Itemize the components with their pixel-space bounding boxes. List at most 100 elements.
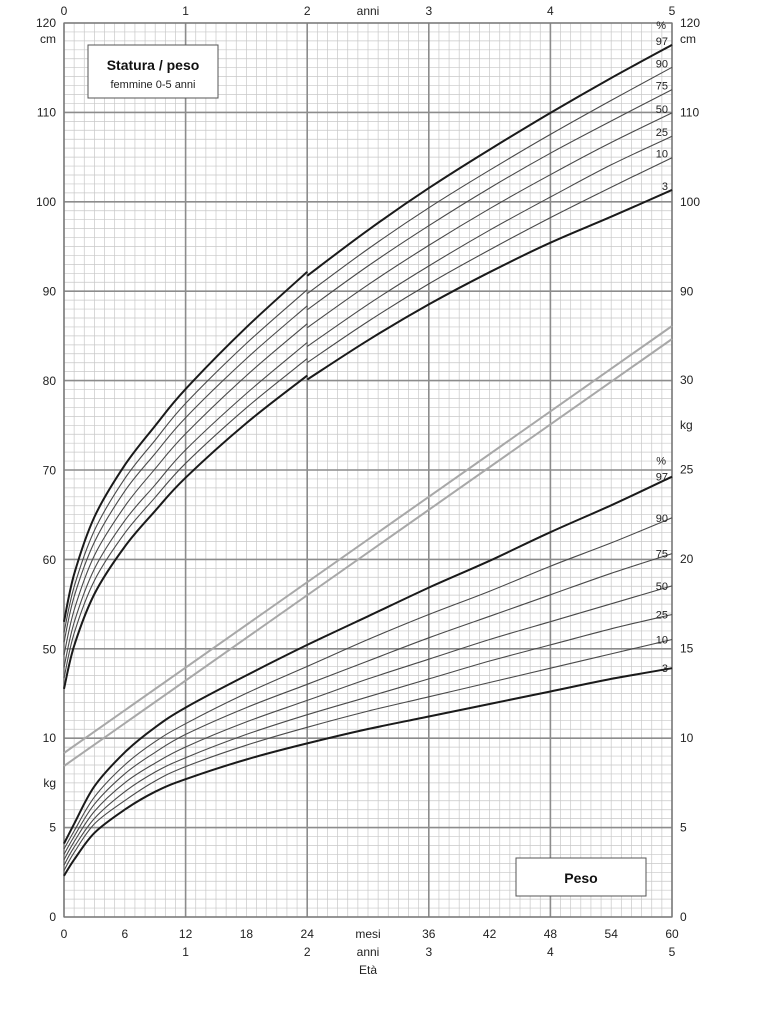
weight-curve-label-3: 3 [662, 663, 668, 675]
height-tick-left: 50 [43, 643, 57, 657]
weight-curve-p10 [63, 638, 673, 871]
month-tick: 0 [61, 927, 68, 941]
weight-curve-p3 [63, 667, 673, 877]
height-percentile-curves: 97 90 75 50 25 10 3 [63, 36, 673, 690]
height-curve-label-25: 25 [656, 127, 668, 139]
height-tick-left: 110 [37, 106, 56, 120]
height-curve-p75-a [63, 305, 308, 643]
height-tick-right: 110 [680, 106, 699, 120]
height-curve-label-50: 50 [656, 104, 668, 116]
height-unit-left: cm [40, 32, 56, 46]
month-tick: 24 [301, 927, 315, 941]
x-axis-label: Età [359, 963, 377, 977]
height-curve-p25-b [306, 135, 673, 347]
height-tick-right: 120 [680, 16, 700, 30]
month-tick: 60 [665, 927, 679, 941]
weight-tick-left: 0 [49, 910, 56, 924]
height-unit-right: cm [680, 32, 696, 46]
weight-curve-label-90: 90 [656, 513, 668, 525]
height-tick-left: 90 [43, 285, 57, 299]
axis-labels: %%0 1 2 3 4 5anni1201101009080706050cm1201101… [36, 4, 700, 977]
height-curve-p90-b [306, 66, 673, 295]
weight-curve-label-97: 97 [656, 472, 668, 484]
weight-curve-label-50: 50 [656, 581, 668, 593]
height-tick-left: 120 [36, 16, 56, 30]
weight-unit-left: kg [43, 776, 56, 790]
year-tick: 2 [304, 945, 311, 959]
month-tick: 36 [422, 927, 436, 941]
height-curve-p50-b [306, 112, 673, 329]
height-curve-label-10: 10 [656, 149, 668, 161]
months-label: mesi [355, 927, 380, 941]
height-curve-p25-a [63, 342, 308, 668]
height-curve-p3-b [306, 188, 673, 381]
height-tick-left: 80 [43, 374, 57, 388]
year-tick: 5 [669, 945, 676, 959]
panel-box [515, 857, 647, 897]
weight-tick-right: 5 [680, 821, 687, 835]
height-tick-right: 90 [680, 285, 694, 299]
weight-curve-p25 [63, 613, 673, 866]
weight-tick-right: 25 [680, 463, 694, 477]
month-tick: 6 [121, 927, 128, 941]
height-curve-label-90: 90 [656, 58, 668, 70]
top-axis-tick: 4 [547, 4, 554, 18]
weight-curve-p97 [63, 475, 673, 845]
top-axis-tick: 5 [669, 4, 676, 18]
weight-curve-p75 [63, 553, 673, 855]
weight-curve-label-75: 75 [656, 549, 668, 561]
separator-line-upper [63, 325, 673, 754]
weight-tick-right: 10 [680, 731, 694, 745]
height-curve-label-75: 75 [656, 81, 668, 93]
year-tick: 4 [547, 945, 554, 959]
separator-line-lower [63, 338, 673, 767]
height-curve-p90-a [63, 289, 308, 633]
height-tick-right: 100 [680, 195, 700, 209]
weight-percentile-curves: 97 90 75 50 25 10 3 [63, 472, 673, 877]
weight-curve-label-25: 25 [656, 609, 668, 621]
years-label: anni [357, 945, 380, 959]
month-tick: 42 [483, 927, 497, 941]
height-curve-p10-a [63, 358, 308, 679]
weight-curve-p90 [63, 517, 673, 850]
weight-unit-right: kg [680, 418, 693, 432]
height-curve-p75-b [306, 89, 673, 311]
height-tick-left: 100 [36, 195, 56, 209]
height-curve-p50-a [63, 323, 308, 656]
top-axis-tick: 3 [425, 4, 432, 18]
height-curve-label-97: 97 [656, 36, 668, 48]
height-tick-left: 70 [43, 464, 57, 478]
weight-percent-symbol: % [656, 456, 666, 468]
panel-label: Peso [564, 870, 597, 886]
weight-curve-p50 [63, 585, 673, 860]
year-tick: 3 [425, 945, 432, 959]
chart-subtitle: femmine 0-5 anni [111, 79, 196, 91]
top-axis-tick: 1 [182, 4, 189, 18]
title-box [87, 44, 219, 99]
chart-title: Statura / peso [107, 57, 200, 73]
top-axis-tick: 0 [61, 4, 68, 18]
height-weight-separator [63, 325, 673, 767]
weight-tick-right: 30 [680, 373, 694, 387]
month-tick: 12 [179, 927, 193, 941]
height-curve-p97-b [306, 44, 673, 277]
month-tick: 54 [605, 927, 619, 941]
month-tick: 48 [544, 927, 558, 941]
grid-major [63, 22, 673, 918]
top-axis-unit: anni [357, 4, 380, 18]
height-curve-p3-a [63, 374, 308, 690]
weight-tick-left: 10 [43, 731, 57, 745]
height-curve-p97-a [63, 271, 308, 623]
weight-curve-label-10: 10 [656, 635, 668, 647]
weight-tick-right: 0 [680, 910, 687, 924]
top-axis-tick: 2 [304, 4, 311, 18]
year-tick: 1 [182, 945, 189, 959]
height-curve-label-3: 3 [662, 181, 668, 193]
plot-frame [63, 22, 673, 918]
height-percent-symbol: % [656, 20, 666, 32]
weight-tick-left: 5 [49, 821, 56, 835]
height-curve-p10-b [306, 157, 673, 364]
weight-tick-right: 15 [680, 642, 694, 656]
weight-tick-right: 20 [680, 552, 694, 566]
